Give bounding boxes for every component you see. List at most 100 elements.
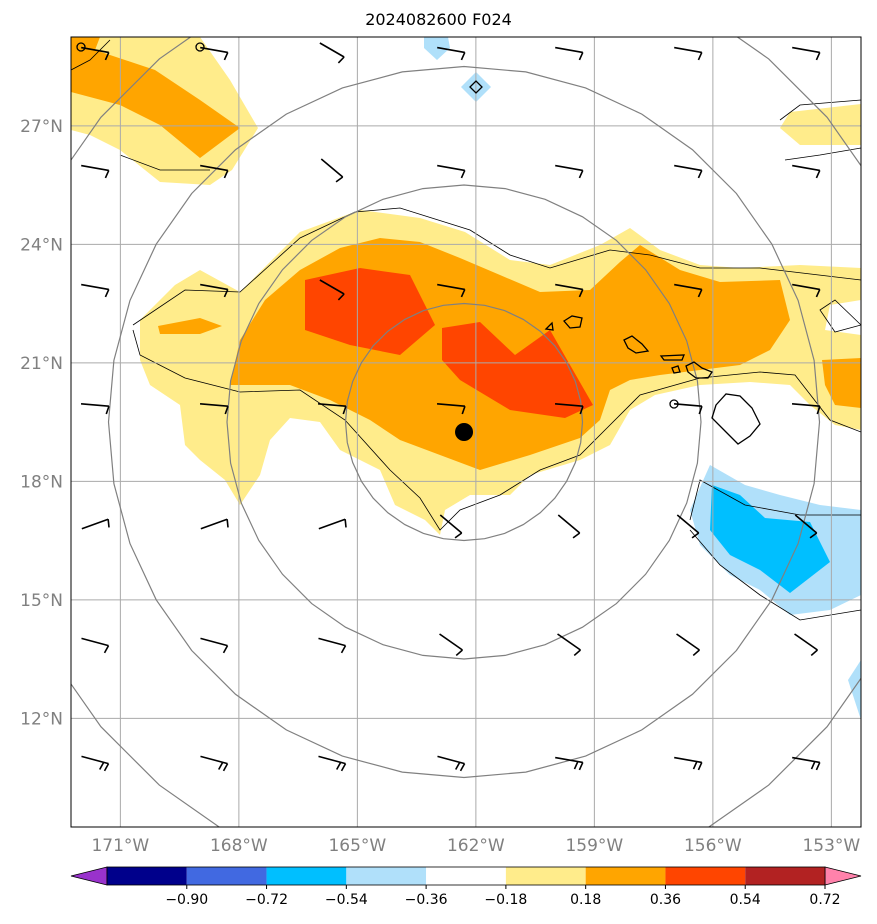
wind-barb xyxy=(554,402,584,415)
contour-central xyxy=(132,207,861,326)
island-small-2 xyxy=(76,42,86,52)
wind-barb xyxy=(792,46,821,61)
wind-barb xyxy=(199,402,229,415)
wind-barb xyxy=(557,633,581,657)
colorbar-extend-low xyxy=(70,866,108,886)
lon-tick-label: 168°W xyxy=(210,836,268,856)
colorbar-segment xyxy=(107,867,187,885)
wind-barb xyxy=(81,518,110,530)
wind-barb xyxy=(674,164,703,179)
lat-tick-label: 12°N xyxy=(20,709,63,729)
contour-ne-2 xyxy=(784,147,861,161)
wind-barb xyxy=(317,402,347,415)
wind-barb xyxy=(674,46,703,61)
anomaly-region-small-blue-3 xyxy=(848,660,861,720)
wind-barb xyxy=(673,402,703,415)
wind-barb xyxy=(81,637,110,654)
wind-barb xyxy=(557,514,581,539)
wind-barb xyxy=(200,518,229,530)
anomaly-region-nw-mid xyxy=(71,37,240,158)
wind-barb xyxy=(437,46,466,61)
colorbar-outline xyxy=(106,866,826,886)
range-rings xyxy=(71,37,861,827)
island-small-3 xyxy=(195,42,205,52)
contour-se xyxy=(689,479,861,521)
island-maui xyxy=(685,361,713,379)
colorbar-tick-label: −0.36 xyxy=(405,892,448,908)
wind-barb xyxy=(676,633,700,657)
wind-barb xyxy=(791,402,821,415)
colorbar-tick-label: −0.72 xyxy=(245,892,288,908)
wind-barb xyxy=(439,633,463,657)
colorbar-segment xyxy=(505,867,586,885)
lat-tick-label: 27°N xyxy=(20,117,63,137)
lon-tick-label: 156°W xyxy=(684,836,742,856)
colorbar-segment xyxy=(745,867,825,885)
colorbar-segment xyxy=(426,867,506,885)
colorbar-segment xyxy=(266,867,347,885)
wind-barb xyxy=(437,283,466,298)
island-hawaii xyxy=(711,393,761,445)
map-frame xyxy=(70,36,862,828)
wind-barb xyxy=(318,518,347,530)
coastline-hawaii xyxy=(76,42,761,445)
colorbar-tick-label: 0.36 xyxy=(650,892,681,908)
island-lanai xyxy=(671,365,681,374)
range-ring xyxy=(226,184,702,660)
anomaly-region-small-blue-1 xyxy=(424,37,450,60)
lon-tick-label: 171°W xyxy=(91,836,149,856)
lat-tick-label: 24°N xyxy=(20,235,63,255)
wind-barb xyxy=(318,755,347,772)
wind-barb xyxy=(81,755,110,772)
island-niihau xyxy=(544,321,554,331)
colorbar-tick-label: −0.54 xyxy=(325,892,368,908)
storm-center-marker xyxy=(455,423,474,441)
lon-tick-label: 162°W xyxy=(447,836,505,856)
wind-barb xyxy=(318,637,347,654)
wind-barb xyxy=(555,164,584,179)
contour-east xyxy=(819,299,861,333)
island-molokai xyxy=(659,354,685,361)
island-kauai xyxy=(563,315,583,329)
wind-barb xyxy=(200,637,229,654)
range-ring xyxy=(107,65,821,779)
wind-barb xyxy=(436,402,466,415)
wind-barb xyxy=(200,164,229,179)
colorbar-tick-label: 0.18 xyxy=(570,892,601,908)
graticule xyxy=(71,37,861,827)
colorbar-segment xyxy=(346,867,427,885)
wind-barb xyxy=(674,283,703,298)
colorbar-tick-label: −0.18 xyxy=(484,892,527,908)
wind-barb xyxy=(319,42,345,64)
axis-tick-labels: 171°W 168°W 165°W 162°W 159°W 156°W 153°W 27°N 2… xyxy=(20,117,860,856)
wind-barb xyxy=(555,756,584,771)
range-ring xyxy=(344,302,584,542)
lat-tick-label: 18°N xyxy=(20,472,63,492)
wind-barb xyxy=(200,46,229,61)
wind-barb xyxy=(200,755,229,772)
wind-barb xyxy=(555,283,584,298)
anomaly-region-small-orange xyxy=(158,318,222,334)
map-title: 2024082600 F024 xyxy=(365,10,512,29)
wind-barb xyxy=(674,756,703,771)
colorbar-segment xyxy=(665,867,746,885)
anomaly-contours xyxy=(71,39,861,621)
anomaly-region-se-blue xyxy=(710,485,830,593)
colorbar-extend-high xyxy=(824,866,862,886)
wind-barb xyxy=(792,756,821,771)
contour-nw-2 xyxy=(119,154,210,171)
wind-barb xyxy=(81,46,110,61)
lon-tick-label: 159°W xyxy=(565,836,623,856)
colorbar-tick-label: −0.90 xyxy=(165,892,208,908)
contour-ne xyxy=(779,99,861,121)
colorbar-segment xyxy=(585,867,666,885)
wind-barb xyxy=(439,514,463,539)
lon-tick-label: 165°W xyxy=(328,836,386,856)
colorbar-tick-label: 0.54 xyxy=(730,892,761,908)
lon-tick-label: 153°W xyxy=(802,836,860,856)
wind-barb xyxy=(80,402,110,415)
wind-barb xyxy=(676,514,700,539)
wind-barb xyxy=(320,158,344,183)
wind-barb xyxy=(200,283,229,298)
wind-barb xyxy=(81,164,110,179)
